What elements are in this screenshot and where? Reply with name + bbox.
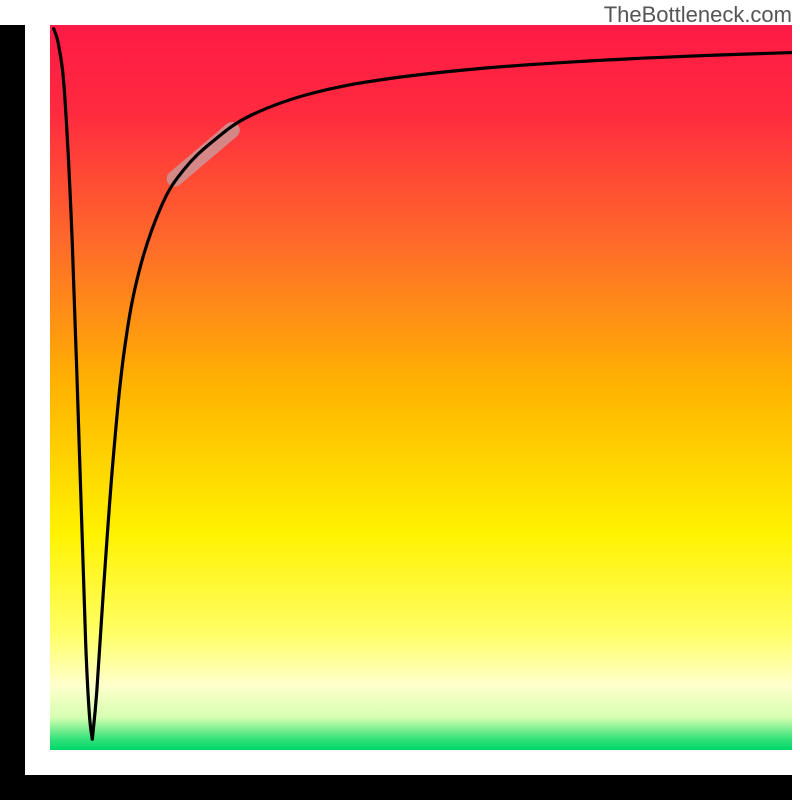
chart-container: TheBottleneck.com — [0, 0, 800, 800]
chart-frame — [0, 25, 792, 800]
watermark-text: TheBottleneck.com — [604, 2, 792, 28]
